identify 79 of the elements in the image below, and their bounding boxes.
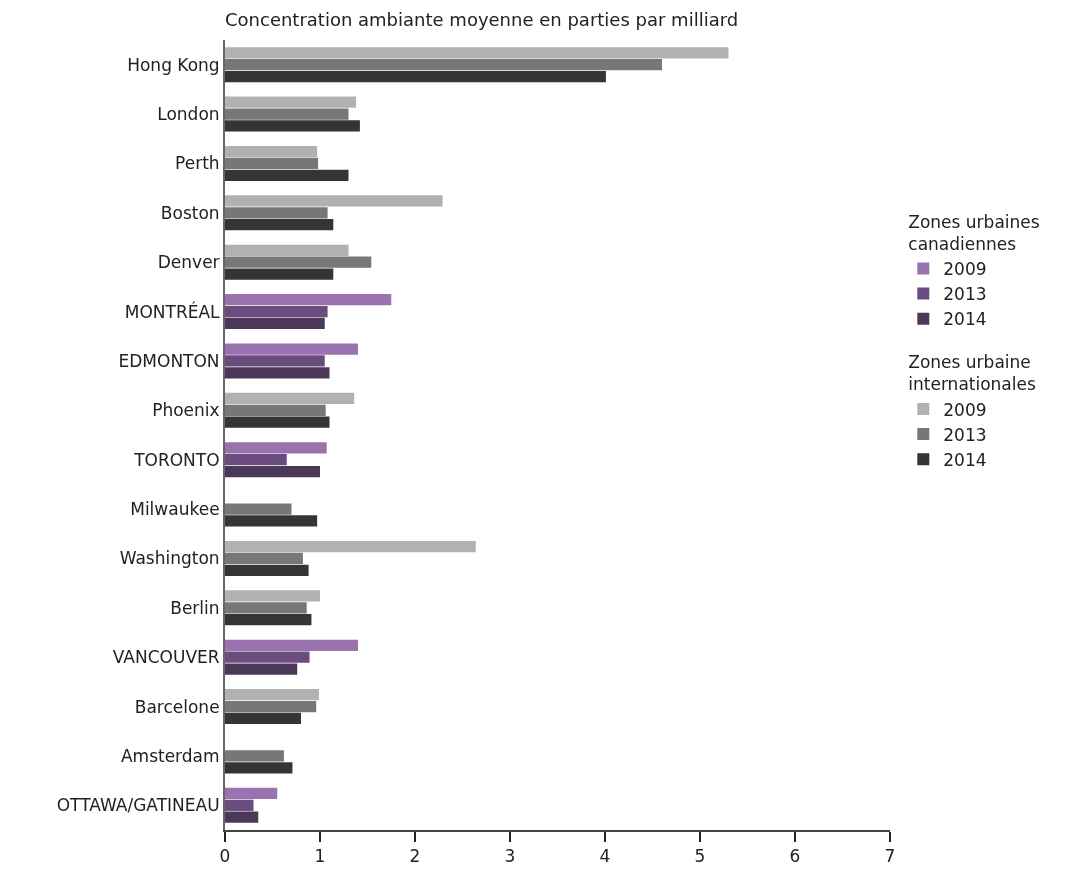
- x-tick-label: 3: [504, 846, 516, 867]
- bar: [225, 614, 312, 626]
- bar: [225, 799, 254, 811]
- bar: [225, 689, 320, 701]
- y-tick-label: London: [157, 104, 220, 125]
- bar: [225, 750, 284, 762]
- bar: [225, 540, 476, 553]
- bar: [225, 367, 330, 379]
- bar: [225, 268, 334, 280]
- bar: [225, 355, 325, 367]
- x-tick-label: 7: [884, 846, 896, 867]
- bar: [225, 145, 318, 158]
- y-tick-label: Amsterdam: [120, 745, 220, 766]
- chart-title: Concentration ambiante moyenne en parties par milliard: [225, 8, 739, 30]
- y-tick-label: Washington: [119, 548, 220, 569]
- bar: [225, 305, 328, 318]
- y-tick-label: MONTRÉAL: [124, 300, 221, 322]
- y-tick-label: Boston: [160, 202, 220, 223]
- x-tick-label: 6: [789, 846, 801, 867]
- bar: [225, 639, 358, 651]
- y-tick-label: Denver: [157, 252, 220, 273]
- x-tick-label: 0: [219, 846, 231, 867]
- y-tick-label: Phoenix: [152, 400, 220, 421]
- bar: [225, 663, 298, 675]
- bar: [225, 343, 358, 355]
- y-tick-label: OTTAWA/GATINEAU: [56, 795, 220, 816]
- y-tick-label: Berlin: [170, 597, 220, 618]
- legend-label: 2014: [943, 309, 987, 330]
- bar: [225, 256, 372, 268]
- bar: [225, 120, 360, 132]
- bar: [225, 157, 319, 170]
- y-tick-label: EDMONTON: [118, 350, 220, 371]
- bar: [225, 169, 349, 181]
- bar: [225, 712, 301, 725]
- bar: [225, 787, 278, 800]
- bar: [225, 207, 328, 219]
- bar: [225, 70, 606, 83]
- legend-label: 2009: [943, 399, 987, 420]
- legend-label: 2014: [943, 449, 987, 470]
- bar: [225, 811, 259, 823]
- bar: [225, 59, 662, 71]
- bar: [225, 515, 318, 527]
- bar: [225, 404, 326, 416]
- bar: [225, 219, 334, 231]
- bar: [225, 317, 325, 330]
- bar: [225, 294, 392, 306]
- bar: [225, 762, 293, 774]
- bar: [225, 195, 443, 207]
- bar: [225, 651, 310, 663]
- y-tick-label: Perth: [175, 153, 220, 174]
- y-tick-label: Milwaukee: [130, 499, 220, 520]
- bar: [225, 392, 355, 405]
- legend-label: 2013: [943, 284, 987, 305]
- y-tick-label: TORONTO: [133, 449, 220, 470]
- bar: [225, 454, 287, 466]
- bar: [225, 442, 327, 454]
- y-tick-label: VANCOUVER: [112, 647, 220, 668]
- x-tick-label: 4: [599, 846, 611, 867]
- x-tick-label: 5: [694, 846, 706, 867]
- bar: [225, 503, 292, 515]
- text: Zones urbaines canadiennes: [908, 211, 1040, 254]
- text: Zones urbaine internationales: [908, 352, 1036, 395]
- bar: [225, 47, 729, 59]
- bar: [225, 244, 349, 256]
- bar: [225, 108, 349, 120]
- bar: [225, 465, 320, 478]
- bar: [225, 96, 357, 108]
- y-tick-label: Barcelone: [134, 696, 220, 717]
- y-tick-label: Hong Kong: [127, 54, 220, 75]
- bar: [225, 700, 317, 713]
- bar: [225, 564, 309, 576]
- x-tick-label: 2: [409, 846, 421, 867]
- bar: [225, 416, 330, 428]
- bar: [225, 602, 307, 614]
- x-tick-label: 1: [314, 846, 326, 867]
- legend-label: 2013: [943, 424, 987, 445]
- bar: [225, 552, 303, 565]
- legend-label: 2009: [943, 259, 987, 280]
- bar: [225, 590, 320, 602]
